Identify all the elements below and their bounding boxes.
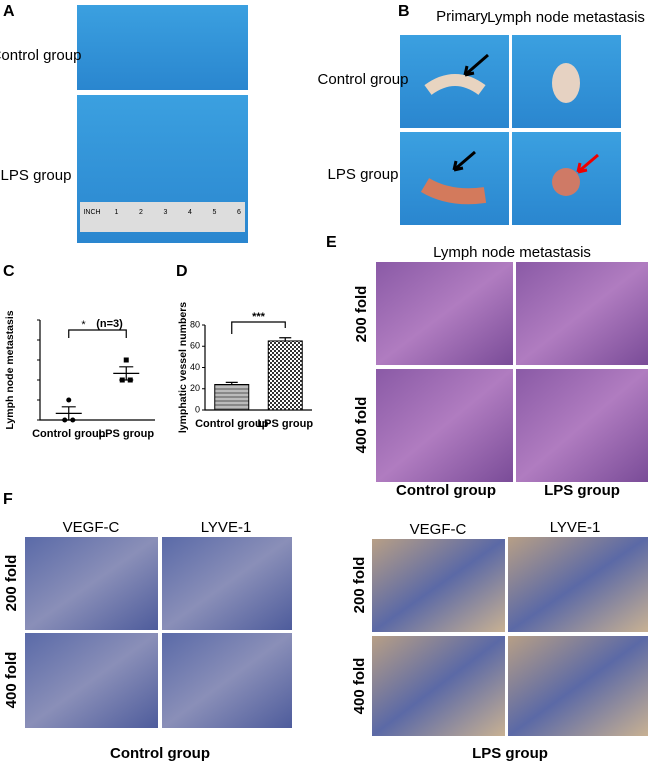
row-label: 400 fold <box>3 652 20 709</box>
caption: LPS group <box>472 745 548 762</box>
row-label: 200 fold <box>353 286 370 343</box>
column-label: VEGF-C <box>63 519 120 536</box>
micrograph <box>376 262 513 365</box>
significance-bracket <box>68 329 127 338</box>
row-label: LPS group <box>328 166 399 183</box>
panel-label: E <box>326 234 337 251</box>
bar <box>267 340 303 411</box>
annotation: (n=3) <box>96 318 123 330</box>
x-tick-label: LPS group <box>98 428 154 440</box>
tissue <box>552 168 580 196</box>
photo <box>400 132 509 225</box>
arrow <box>452 150 476 172</box>
annotation: * <box>81 319 86 331</box>
y-tick-label: 40 <box>190 362 200 372</box>
row-label: 400 fold <box>353 397 370 454</box>
caption: Control group <box>110 745 210 762</box>
panel-label: C <box>3 263 15 280</box>
tissue <box>420 177 487 205</box>
micrograph <box>508 537 648 632</box>
y-axis-label: Lymph node metastasis <box>4 310 16 429</box>
row-label: LPS group <box>1 167 72 184</box>
column-label: LYVE-1 <box>201 519 252 536</box>
panel-label: B <box>398 3 410 20</box>
y-axis-label: lymphatic vessel numbers <box>177 302 189 433</box>
significance-bracket <box>231 321 286 334</box>
column-label: Control group <box>396 482 496 499</box>
micrograph <box>25 633 158 728</box>
column-label: Lymph node metastasis <box>487 9 645 26</box>
error-bar <box>119 366 134 381</box>
y-tick-label: 0 <box>195 404 200 414</box>
y-tick-label: 60 <box>190 341 200 351</box>
panel-label: D <box>176 263 188 280</box>
error-bar <box>61 406 76 421</box>
micrograph <box>25 537 158 630</box>
ruler-label: 3 <box>164 209 168 216</box>
y-tick-label: 20 <box>190 383 200 393</box>
micrograph <box>372 539 505 632</box>
ruler-label: 6 <box>237 209 241 216</box>
row-label: 200 fold <box>3 555 20 612</box>
error-bar <box>225 381 238 385</box>
annotation: *** <box>252 311 266 323</box>
column-label: Primary <box>436 8 488 25</box>
y-tick-label: 80 <box>190 319 200 329</box>
micrograph <box>372 636 505 736</box>
error-bar <box>279 337 292 341</box>
column-label: LYVE-1 <box>550 519 601 536</box>
ruler-label: 1 <box>115 209 119 216</box>
tissue <box>424 74 486 95</box>
micrograph <box>508 636 648 736</box>
micrograph <box>162 633 292 728</box>
panel-label: A <box>3 3 15 20</box>
photo <box>77 5 248 90</box>
row-label: Control group <box>318 71 409 88</box>
data-point <box>66 397 72 403</box>
data-point <box>123 357 129 363</box>
bar <box>214 384 250 411</box>
ruler-label: 4 <box>188 209 192 216</box>
axis <box>39 320 155 421</box>
panel-label: F <box>3 491 13 508</box>
ruler-label: 5 <box>213 209 217 216</box>
ruler <box>80 202 245 232</box>
row-label: Control group <box>0 47 81 64</box>
panel-title: Lymph node metastasis <box>433 244 591 261</box>
micrograph <box>516 369 648 482</box>
arrow <box>463 53 489 77</box>
row-label: 200 fold <box>351 557 368 614</box>
x-tick-label: Control group <box>32 428 106 440</box>
x-tick-label: LPS group <box>257 418 313 430</box>
arrow <box>576 153 599 174</box>
micrograph <box>516 262 648 365</box>
x-tick-label: Control group <box>195 418 269 430</box>
micrograph <box>376 369 513 482</box>
ruler-label: INCH <box>83 209 100 216</box>
ruler-label: 2 <box>139 209 143 216</box>
tissue <box>552 63 580 103</box>
micrograph <box>162 537 292 630</box>
column-label: VEGF-C <box>410 521 467 538</box>
column-label: LPS group <box>544 482 620 499</box>
row-label: 400 fold <box>351 658 368 715</box>
